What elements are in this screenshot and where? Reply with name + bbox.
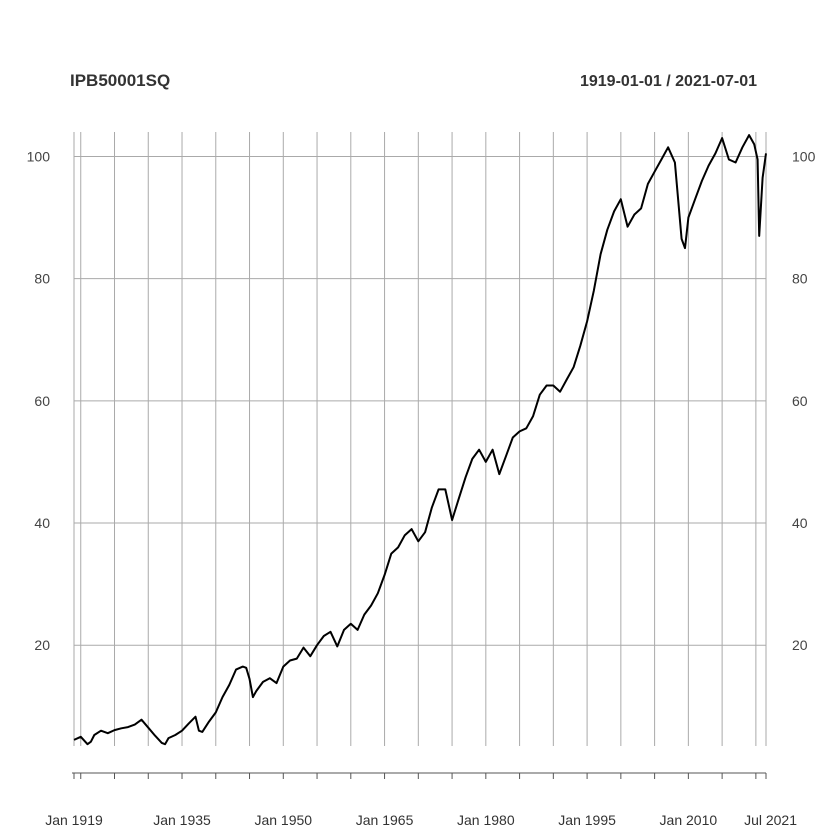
y-tick-label-right: 100 xyxy=(792,148,816,164)
date-range-label: 1919-01-01 / 2021-07-01 xyxy=(580,73,757,90)
y-tick-label-right: 20 xyxy=(792,637,808,653)
series-group xyxy=(73,134,767,746)
y-tick-label-left: 40 xyxy=(34,515,50,531)
x-tick-label: Jan 1995 xyxy=(558,812,616,828)
series-line xyxy=(73,134,767,746)
axes xyxy=(72,772,767,779)
y-tick-label-left: 100 xyxy=(27,148,51,164)
y-tick-label-left: 80 xyxy=(34,271,50,287)
y-tick-label-right: 60 xyxy=(792,393,808,409)
x-tick-label: Jan 1980 xyxy=(457,812,515,828)
y-tick-labels-right: 20 40 60 80 100 xyxy=(792,148,816,653)
x-tick-labels: Jan 1919 Jan 1935 Jan 1950 Jan 1965 Jan 1980… xyxy=(45,812,797,828)
x-tick-label: Jan 1950 xyxy=(254,812,312,828)
x-tick-label: Jul 2021 xyxy=(744,812,797,828)
y-tick-labels-left: 20 40 60 80 100 xyxy=(27,148,51,653)
grid-lines xyxy=(73,132,767,746)
y-tick-label-left: 60 xyxy=(34,393,50,409)
y-tick-label-right: 40 xyxy=(792,515,808,531)
y-tick-label-right: 80 xyxy=(792,271,808,287)
x-tick-label: Jan 2010 xyxy=(660,812,718,828)
y-tick-label-left: 20 xyxy=(34,637,50,653)
x-tick-label: Jan 1935 xyxy=(153,812,211,828)
x-tick-label: Jan 1919 xyxy=(45,812,103,828)
chart-title: IPB50001SQ xyxy=(70,71,170,90)
x-tick-label: Jan 1965 xyxy=(356,812,414,828)
